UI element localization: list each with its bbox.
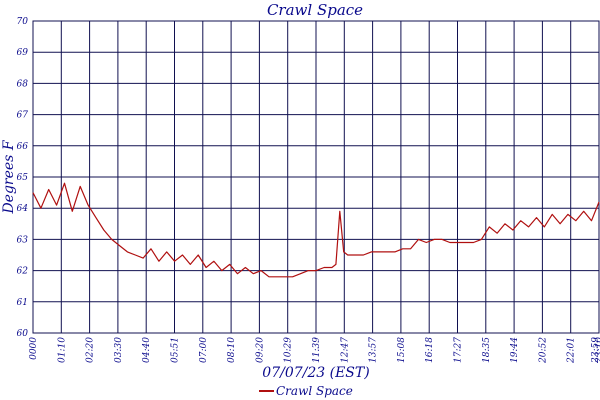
y-tick-label: 67 (17, 111, 29, 121)
x-tick-label: 20:52 (538, 337, 548, 364)
x-tick-label: 19:44 (510, 337, 520, 363)
legend: Crawl Space (259, 384, 353, 398)
x-tick-label: 18:35 (482, 337, 492, 363)
x-tick-labels: 0000 01:10 02:20 03:30 04:40 05:51 07:00 08:10 0… (29, 337, 600, 364)
y-tick-label: 66 (17, 142, 29, 152)
x-tick-label: 05:51 (171, 337, 181, 363)
x-tick-label: 08:10 (227, 337, 237, 363)
x-tick-label: 09:20 (255, 337, 265, 363)
y-axis-label: Degrees F (1, 139, 17, 214)
x-tick-label: 16:18 (425, 337, 435, 363)
y-tick-label: 64 (17, 204, 29, 214)
x-axis-label: 07/07/23 (EST) (262, 365, 369, 381)
x-tick-label: 17:27 (454, 337, 464, 363)
x-tick-label: 12:47 (340, 337, 350, 363)
x-tick-label: 22:01 (567, 337, 577, 364)
x-tick-label: 07:00 (199, 337, 209, 363)
x-tick-label: 10:29 (284, 337, 294, 363)
x-tick-label: 03:30 (114, 337, 124, 363)
y-tick-label: 70 (17, 17, 29, 27)
y-tick-label: 63 (17, 235, 29, 245)
x-tick-label: 0000 (29, 337, 39, 360)
x-tick-label: 15:08 (397, 337, 407, 363)
x-tick-label: 23:59 (591, 337, 600, 364)
y-tick-label: 65 (17, 173, 29, 183)
chart-title: Crawl Space (267, 1, 363, 19)
y-tick-label: 62 (17, 267, 29, 277)
y-tick-label: 69 (17, 48, 29, 58)
x-tick-label: 02:20 (86, 337, 96, 363)
x-tick-label: 23:10 (595, 337, 600, 364)
y-tick-label: 68 (17, 79, 29, 89)
x-tick-label: 13:57 (369, 337, 379, 363)
series-line-crawl-space (32, 182, 600, 278)
x-tick-label: 04:40 (142, 337, 152, 363)
x-tick-label: 01:10 (57, 337, 67, 363)
y-tick-label: 60 (17, 329, 29, 339)
x-tick-label: 11:39 (312, 337, 322, 363)
y-tick-labels: 60 61 62 63 64 65 66 67 68 69 70 (17, 17, 29, 339)
y-tick-label: 61 (17, 298, 28, 308)
legend-label: Crawl Space (276, 384, 353, 398)
grid (32, 20, 600, 334)
series-layer (32, 182, 600, 278)
